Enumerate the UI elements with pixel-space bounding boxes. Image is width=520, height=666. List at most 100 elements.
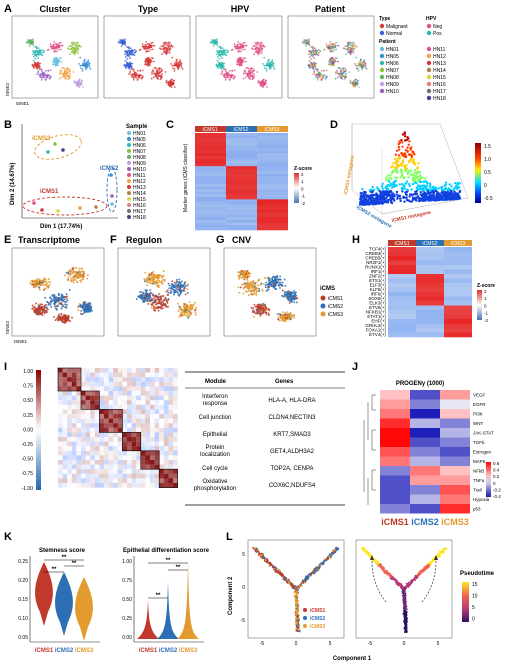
a-point [129, 53, 132, 56]
a-point [273, 68, 276, 70]
a-point [311, 53, 313, 56]
efg-point [137, 295, 140, 298]
a-point [32, 59, 35, 62]
d-surface-point [383, 199, 386, 202]
c-heat-cell [226, 143, 257, 147]
efg-point [264, 284, 267, 287]
a-point [257, 81, 260, 84]
d-surface-point [415, 177, 419, 180]
a-point [241, 58, 243, 60]
a-point [73, 53, 76, 56]
efg-point [62, 317, 64, 320]
d-surface-point [387, 198, 391, 201]
c-col-icms3-label: iCMS3 [264, 127, 279, 133]
a-point [54, 63, 56, 66]
a-point [128, 62, 131, 65]
a-point [40, 78, 43, 81]
efg-point [252, 307, 255, 310]
d-surface-point [428, 195, 432, 198]
efg-point [250, 306, 253, 309]
efg-point [186, 313, 189, 316]
d-surface-point [408, 170, 411, 173]
a-point [356, 67, 358, 70]
a-point [171, 78, 173, 81]
efg-point [177, 293, 180, 296]
a-point [331, 47, 334, 50]
a-point [162, 51, 165, 54]
c-heat-cell [195, 133, 226, 136]
efg-point [82, 270, 85, 273]
a-point [342, 68, 344, 71]
b-legend-label: HN11 [133, 173, 146, 179]
efg-point [182, 311, 185, 314]
d-surface-point [428, 193, 431, 196]
a-point [260, 49, 263, 52]
d-surface-point [410, 155, 413, 159]
a-point [316, 53, 319, 56]
a-point [41, 73, 44, 76]
d-surface-point [408, 182, 411, 186]
d-surface-point [401, 190, 404, 193]
a-point [171, 83, 174, 85]
a-point [345, 45, 348, 48]
a-point [129, 51, 132, 54]
d-surface-point [405, 164, 408, 167]
efg-point [63, 298, 66, 301]
d-surface-point [458, 196, 461, 200]
c-heat-cell [195, 173, 226, 177]
efg-point [71, 316, 74, 319]
b-legend-dot [127, 149, 131, 153]
a-point [156, 77, 159, 80]
efg-point [276, 278, 278, 281]
efg-point [244, 286, 247, 289]
efg-point [171, 280, 174, 283]
d-surface-point [406, 136, 409, 139]
a-point [46, 73, 49, 76]
a-point [341, 71, 343, 74]
a-point [37, 50, 40, 52]
a-point [262, 63, 264, 65]
efg-point [43, 284, 46, 286]
b-legend-label: HN16 [133, 203, 146, 209]
efg-point [175, 287, 178, 290]
a-point [52, 63, 55, 65]
a-point [82, 64, 85, 67]
panel-a: A Cluster Type HPV Patient tSNE1 tSNE2 T… [4, 3, 446, 106]
a-point [44, 79, 47, 81]
a-point [175, 63, 178, 65]
d-surface-point [443, 184, 446, 187]
a-point [347, 47, 349, 50]
efg-point [186, 308, 189, 311]
efg-point [237, 286, 240, 289]
efg-point [279, 278, 282, 281]
a-point [230, 76, 233, 79]
efg-point [178, 315, 181, 318]
c-legend-title: Z-score [294, 166, 312, 172]
a-point [345, 73, 347, 75]
a-point [331, 58, 334, 61]
a-point [134, 76, 137, 78]
d-surface-point [401, 161, 405, 164]
efg-point [70, 270, 73, 273]
a-point [262, 86, 265, 89]
a-point [79, 83, 82, 85]
efg-point [244, 282, 247, 285]
efg-point [158, 302, 161, 305]
a-point [123, 40, 126, 43]
efg-point [60, 313, 63, 315]
a-point [125, 67, 128, 69]
c-heat-cell [257, 143, 288, 147]
b-ellipse-icms1 [22, 196, 108, 216]
a-title-hpv: HPV [231, 4, 250, 14]
legend-hpv-title: HPV [426, 16, 437, 22]
a-point [68, 77, 70, 80]
a-point [32, 64, 34, 67]
a-point [151, 48, 154, 51]
a-point [238, 60, 241, 63]
efg-point [191, 304, 193, 306]
d-surface-point [419, 193, 422, 196]
d-surface-point [403, 166, 407, 169]
efg-point [147, 297, 150, 300]
a-point [177, 62, 180, 64]
a-point [225, 73, 228, 76]
